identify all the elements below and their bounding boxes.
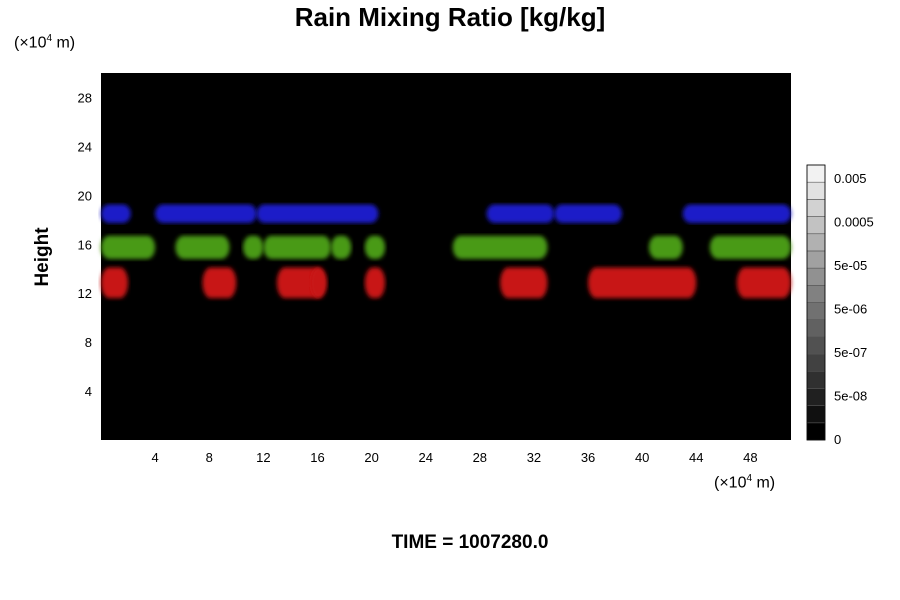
- rain-region-2-7: [736, 267, 791, 299]
- y-tick-label: 12: [78, 286, 92, 301]
- x-tick-label: 20: [364, 450, 378, 465]
- colorbar-segment: [806, 353, 826, 372]
- rain-region-2-4: [364, 267, 386, 299]
- x-tick-label: 48: [743, 450, 757, 465]
- y-tick-label: 8: [85, 335, 92, 350]
- colorbar-segment: [806, 319, 826, 338]
- rain-region-1-5: [364, 235, 386, 259]
- colorbar-tick-label: 5e-08: [834, 389, 867, 404]
- rain-region-0-0: [101, 204, 131, 223]
- colorbar-segment: [806, 336, 826, 355]
- rain-region-0-4: [554, 204, 622, 223]
- colorbar-segment: [806, 181, 826, 200]
- colorbar-tick-label: 0.005: [834, 171, 867, 186]
- x-tick-label: 44: [689, 450, 703, 465]
- colorbar-segment: [806, 164, 826, 183]
- colorbar-segment: [806, 405, 826, 424]
- colorbar-segment: [806, 285, 826, 303]
- colorbar-tick-label: 5e-05: [834, 258, 867, 273]
- x-tick-label: 24: [418, 450, 432, 465]
- chart-title: Rain Mixing Ratio [kg/kg]: [294, 2, 606, 32]
- colorbar-segment: [806, 250, 826, 269]
- rain-region-1-2: [243, 235, 264, 259]
- rain-region-2-0: [101, 267, 129, 299]
- rain-region-1-0: [101, 235, 156, 259]
- x-tick-label: 40: [635, 450, 649, 465]
- y-tick-label: 24: [78, 139, 92, 154]
- y-tick-label: 28: [78, 90, 92, 105]
- rain-region-1-6: [452, 235, 548, 259]
- y-tick-label: 16: [78, 237, 92, 252]
- x-tick-label: 8: [206, 450, 213, 465]
- x-tick-label: 36: [581, 450, 595, 465]
- rain-region-1-4: [331, 235, 352, 259]
- rain-region-0-3: [486, 204, 555, 223]
- colorbar-tick-label: 5e-07: [834, 345, 867, 360]
- colorbar-tick-label: 0: [834, 432, 841, 447]
- colorbar-segment: [806, 216, 826, 235]
- colorbar-segment: [806, 267, 826, 286]
- x-tick-label: 32: [527, 450, 541, 465]
- rain-region-2-1: [202, 267, 237, 299]
- rain-region-1-8: [709, 235, 791, 259]
- rain-region-2-3: [310, 267, 327, 299]
- colorbar-segment: [806, 370, 826, 389]
- colorbar-frame: [806, 164, 826, 441]
- y-axis-unit: (×104 m): [14, 33, 76, 52]
- rain-region-0-5: [682, 204, 791, 223]
- colorbar-segment: [806, 302, 826, 320]
- rain-region-1-3: [263, 235, 331, 259]
- x-tick-label: 4: [152, 450, 159, 465]
- time-label: TIME = 1007280.0: [391, 532, 549, 553]
- rain-region-1-7: [648, 235, 683, 259]
- colorbar-segment: [806, 422, 826, 441]
- rain-region-2-6: [588, 267, 697, 299]
- x-axis-unit: (×104 m): [714, 473, 776, 492]
- rain-region-2-5: [500, 267, 548, 299]
- x-tick-label: 12: [256, 450, 270, 465]
- colorbar-segment: [806, 388, 826, 406]
- colorbar-tick-label: 5e-06: [834, 302, 867, 317]
- colorbar-segment: [806, 233, 826, 252]
- x-tick-label: 16: [310, 450, 324, 465]
- y-tick-label: 4: [85, 384, 92, 399]
- rain-region-0-1: [155, 204, 257, 223]
- y-tick-label: 20: [78, 188, 92, 203]
- rain-region-0-2: [256, 204, 379, 223]
- colorbar-segment: [806, 199, 826, 217]
- rain-region-1-1: [175, 235, 230, 259]
- colorbar-tick-label: 0.0005: [834, 215, 874, 230]
- x-tick-label: 28: [473, 450, 487, 465]
